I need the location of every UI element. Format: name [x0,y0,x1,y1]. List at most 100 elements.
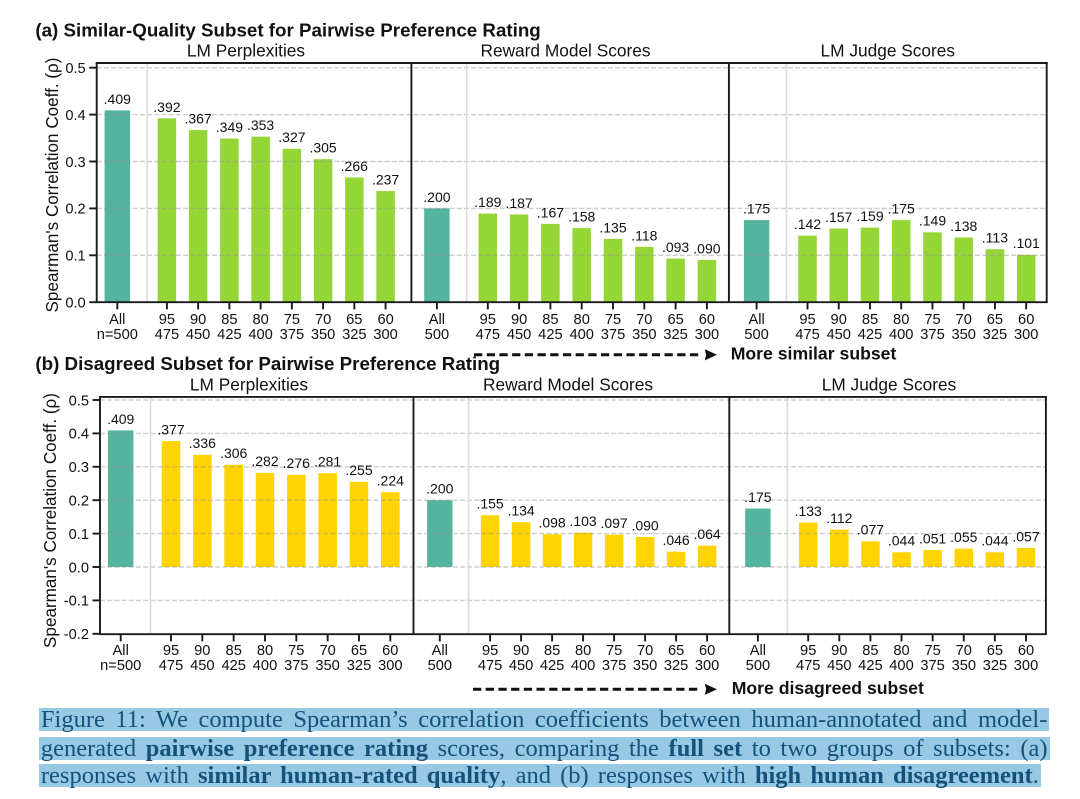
svg-text:95: 95 [159,312,175,328]
svg-text:500: 500 [428,658,452,674]
svg-text:.167: .167 [537,204,564,220]
svg-text:450: 450 [509,658,533,674]
svg-text:325: 325 [983,658,1007,674]
svg-text:0.0: 0.0 [69,560,89,576]
svg-text:350: 350 [633,658,657,674]
svg-text:95: 95 [163,643,179,659]
svg-text:.327: .327 [278,129,305,145]
svg-text:350: 350 [632,327,656,343]
svg-text:85: 85 [862,312,878,328]
svg-text:.149: .149 [919,213,946,229]
svg-text:425: 425 [858,658,882,674]
svg-text:.044: .044 [888,533,915,549]
svg-text:475: 475 [155,327,179,343]
svg-text:500: 500 [746,658,770,674]
svg-text:60: 60 [1018,312,1034,328]
svg-text:.187: .187 [505,195,532,211]
svg-text:75: 75 [288,643,304,659]
svg-text:475: 475 [476,327,500,343]
svg-text:350: 350 [951,327,975,343]
svg-text:All: All [113,643,129,659]
svg-text:.200: .200 [426,481,453,497]
svg-text:.113: .113 [982,230,1008,246]
svg-text:.367: .367 [184,111,211,127]
svg-text:.392: .392 [153,99,180,115]
svg-text:85: 85 [221,312,237,328]
svg-text:375: 375 [280,327,304,343]
svg-text:85: 85 [226,643,242,659]
svg-text:400: 400 [569,327,593,343]
svg-text:450: 450 [507,327,531,343]
svg-text:65: 65 [987,312,1003,328]
svg-text:300: 300 [695,658,719,674]
svg-text:n=500: n=500 [97,327,138,343]
svg-text:.175: .175 [743,201,770,217]
svg-text:90: 90 [831,312,847,328]
svg-text:95: 95 [482,643,498,659]
svg-text:65: 65 [667,312,683,328]
svg-text:425: 425 [540,658,564,674]
svg-text:.142: .142 [794,216,821,232]
svg-text:70: 70 [956,312,972,328]
svg-text:.189: .189 [474,194,501,210]
svg-text:Spearman's Correlation Coeff.: Spearman's Correlation Coeff. (ρ) [41,393,60,648]
svg-text:65: 65 [987,643,1003,659]
svg-text:450: 450 [190,658,214,674]
svg-text:75: 75 [284,312,300,328]
svg-text:(b) Disagreed Subset for Pairw: (b) Disagreed Subset for Pairwise Prefer… [35,353,500,374]
svg-text:Reward Model Scores: Reward Model Scores [483,374,653,394]
svg-text:325: 325 [664,658,688,674]
svg-text:300: 300 [695,327,719,343]
svg-text:375: 375 [284,658,308,674]
svg-text:500: 500 [744,327,768,343]
svg-text:.237: .237 [372,171,399,187]
svg-text:60: 60 [377,312,393,328]
svg-text:0.4: 0.4 [65,108,85,124]
svg-text:.349: .349 [216,119,243,135]
svg-text:.051: .051 [919,530,946,546]
svg-text:60: 60 [1018,643,1034,659]
svg-text:90: 90 [194,643,210,659]
svg-text:375: 375 [920,658,944,674]
svg-text:70: 70 [636,312,652,328]
svg-text:400: 400 [889,327,913,343]
svg-text:.224: .224 [377,473,404,489]
svg-text:.281: .281 [314,454,341,470]
svg-text:.135: .135 [599,219,626,235]
svg-text:0.5: 0.5 [69,393,89,409]
svg-text:All: All [429,312,445,328]
svg-text:475: 475 [478,658,502,674]
svg-text:350: 350 [952,658,976,674]
svg-text:500: 500 [425,327,449,343]
svg-text:425: 425 [221,658,245,674]
svg-text:.077: .077 [857,522,884,538]
svg-text:75: 75 [605,312,621,328]
svg-text:400: 400 [253,658,277,674]
svg-text:80: 80 [257,643,273,659]
svg-text:400: 400 [889,658,913,674]
svg-text:75: 75 [606,643,622,659]
svg-text:425: 425 [538,327,562,343]
svg-text:.353: .353 [247,117,274,133]
svg-text:300: 300 [1014,658,1038,674]
svg-text:.276: .276 [283,455,310,471]
svg-text:60: 60 [699,643,715,659]
svg-text:425: 425 [217,327,241,343]
svg-text:-0.2: -0.2 [64,627,89,643]
svg-text:LM Perplexities: LM Perplexities [190,374,308,394]
svg-text:.409: .409 [107,411,134,427]
svg-text:400: 400 [248,327,272,343]
svg-text:.306: .306 [220,445,247,461]
svg-text:n=500: n=500 [100,658,141,674]
svg-text:Reward Model Scores: Reward Model Scores [480,41,650,61]
svg-text:450: 450 [827,658,851,674]
svg-text:.409: .409 [104,91,131,107]
svg-text:475: 475 [796,658,820,674]
svg-text:.336: .336 [189,435,216,451]
svg-text:325: 325 [663,327,687,343]
svg-text:.175: .175 [888,201,915,217]
svg-text:.305: .305 [309,140,336,156]
svg-text:More disagreed subset: More disagreed subset [732,678,924,698]
svg-text:.155: .155 [476,496,503,512]
svg-text:75: 75 [924,312,940,328]
